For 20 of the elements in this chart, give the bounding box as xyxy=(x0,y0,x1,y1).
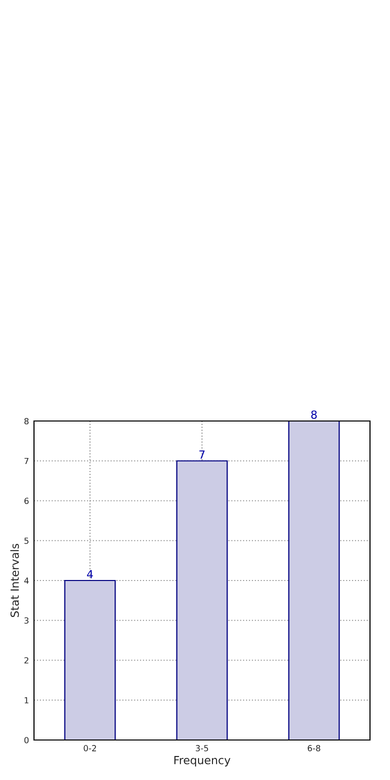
bar xyxy=(64,580,116,740)
y-tick-label: 0 xyxy=(24,736,29,744)
y-tick-label: 5 xyxy=(24,538,28,544)
x-tick-label: 6-8 xyxy=(308,745,320,752)
data-label: 8 xyxy=(311,410,317,419)
y-tick-label: 4 xyxy=(24,578,29,584)
y-tick-label: 7 xyxy=(24,458,28,464)
y-tick-label: 3 xyxy=(24,617,28,624)
x-tick-label: 0-2 xyxy=(84,745,96,752)
data-label: 7 xyxy=(199,450,205,459)
y-tick-label: 2 xyxy=(24,657,28,664)
data-label: 4 xyxy=(87,570,93,578)
y-tick-label: 6 xyxy=(24,498,29,504)
y-tick-label: 1 xyxy=(24,697,28,704)
y-tick-label: 8 xyxy=(24,418,29,424)
x-tick-label: 3-5 xyxy=(196,745,208,752)
y-axis-title: Stat Intervals xyxy=(10,544,19,617)
bar xyxy=(288,421,340,740)
x-axis-title: Frequency xyxy=(174,756,230,766)
bar xyxy=(176,460,228,740)
